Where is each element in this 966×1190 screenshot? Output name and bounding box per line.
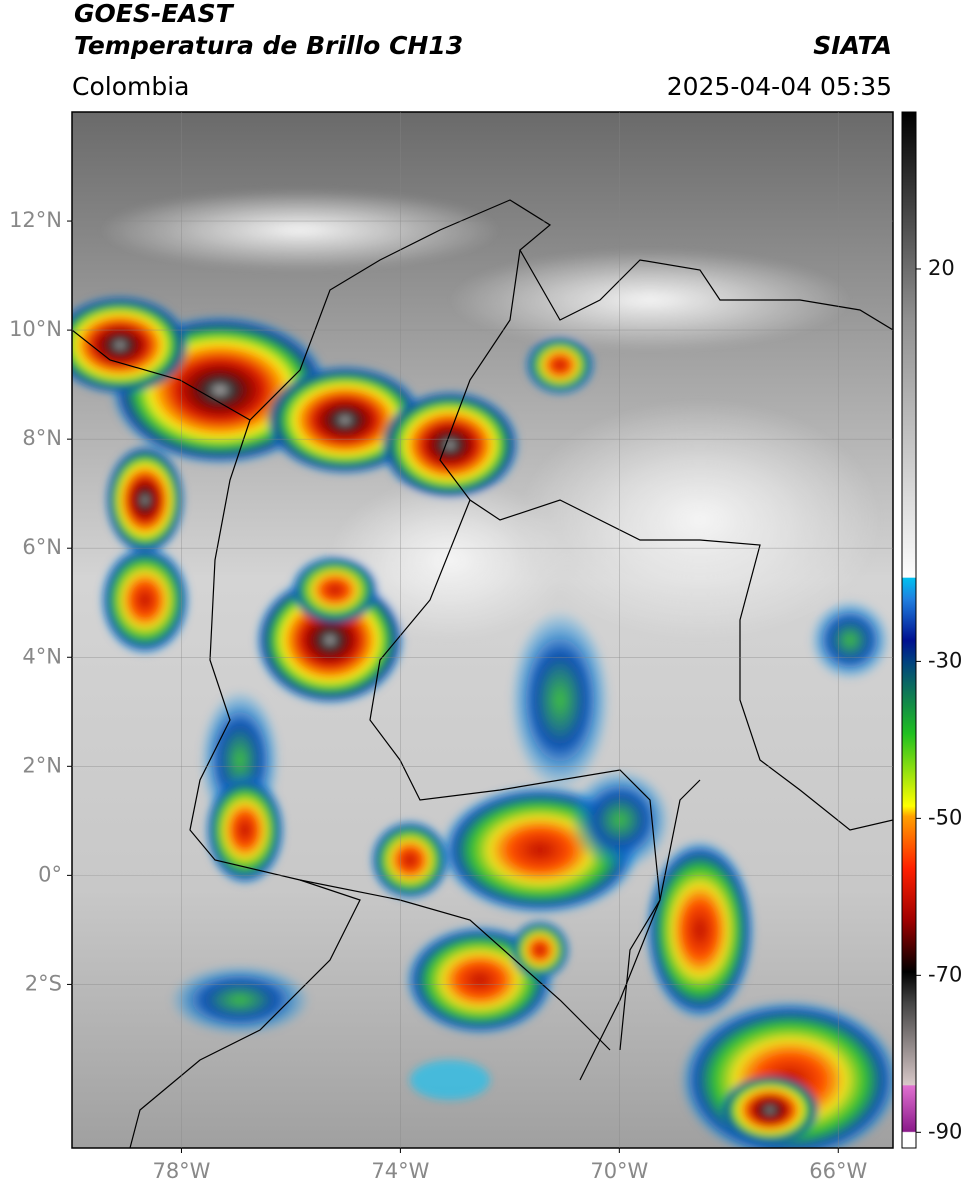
lon-tick-label: 66°W: [809, 1159, 867, 1183]
lat-tick-label: 0°: [38, 862, 62, 886]
satellite-image: [72, 112, 893, 1148]
source: SIATA: [813, 31, 892, 60]
colorbar-tick-label: -30: [928, 648, 962, 672]
lon-tick-label: 74°W: [371, 1159, 429, 1183]
lat-tick-label: 8°N: [22, 426, 62, 450]
colorbar-tick-label: -50: [928, 805, 962, 829]
map-frame: [71, 111, 894, 1149]
lat-tick-label: 2°S: [25, 971, 62, 995]
region: Colombia: [72, 72, 189, 101]
lon-tick-label: 78°W: [152, 1159, 210, 1183]
colorbar-tick-label: -70: [928, 962, 962, 986]
colorbar-tick-label: 20: [928, 256, 955, 280]
colorbar: [901, 111, 917, 1149]
subtitle: Temperatura de Brillo CH13: [74, 31, 463, 60]
lon-tick-label: 70°W: [590, 1159, 648, 1183]
lat-tick-label: 4°N: [22, 644, 62, 668]
lat-tick-label: 10°N: [9, 317, 62, 341]
datetime: 2025-04-04 05:35: [667, 72, 892, 101]
colorbar-tick-label: -90: [928, 1119, 962, 1143]
title: GOES-EAST: [74, 0, 235, 28]
graticule: [67, 112, 893, 1153]
lat-tick-label: 6°N: [22, 535, 62, 559]
lat-tick-label: 2°N: [22, 753, 62, 777]
lat-tick-label: 12°N: [9, 208, 62, 232]
